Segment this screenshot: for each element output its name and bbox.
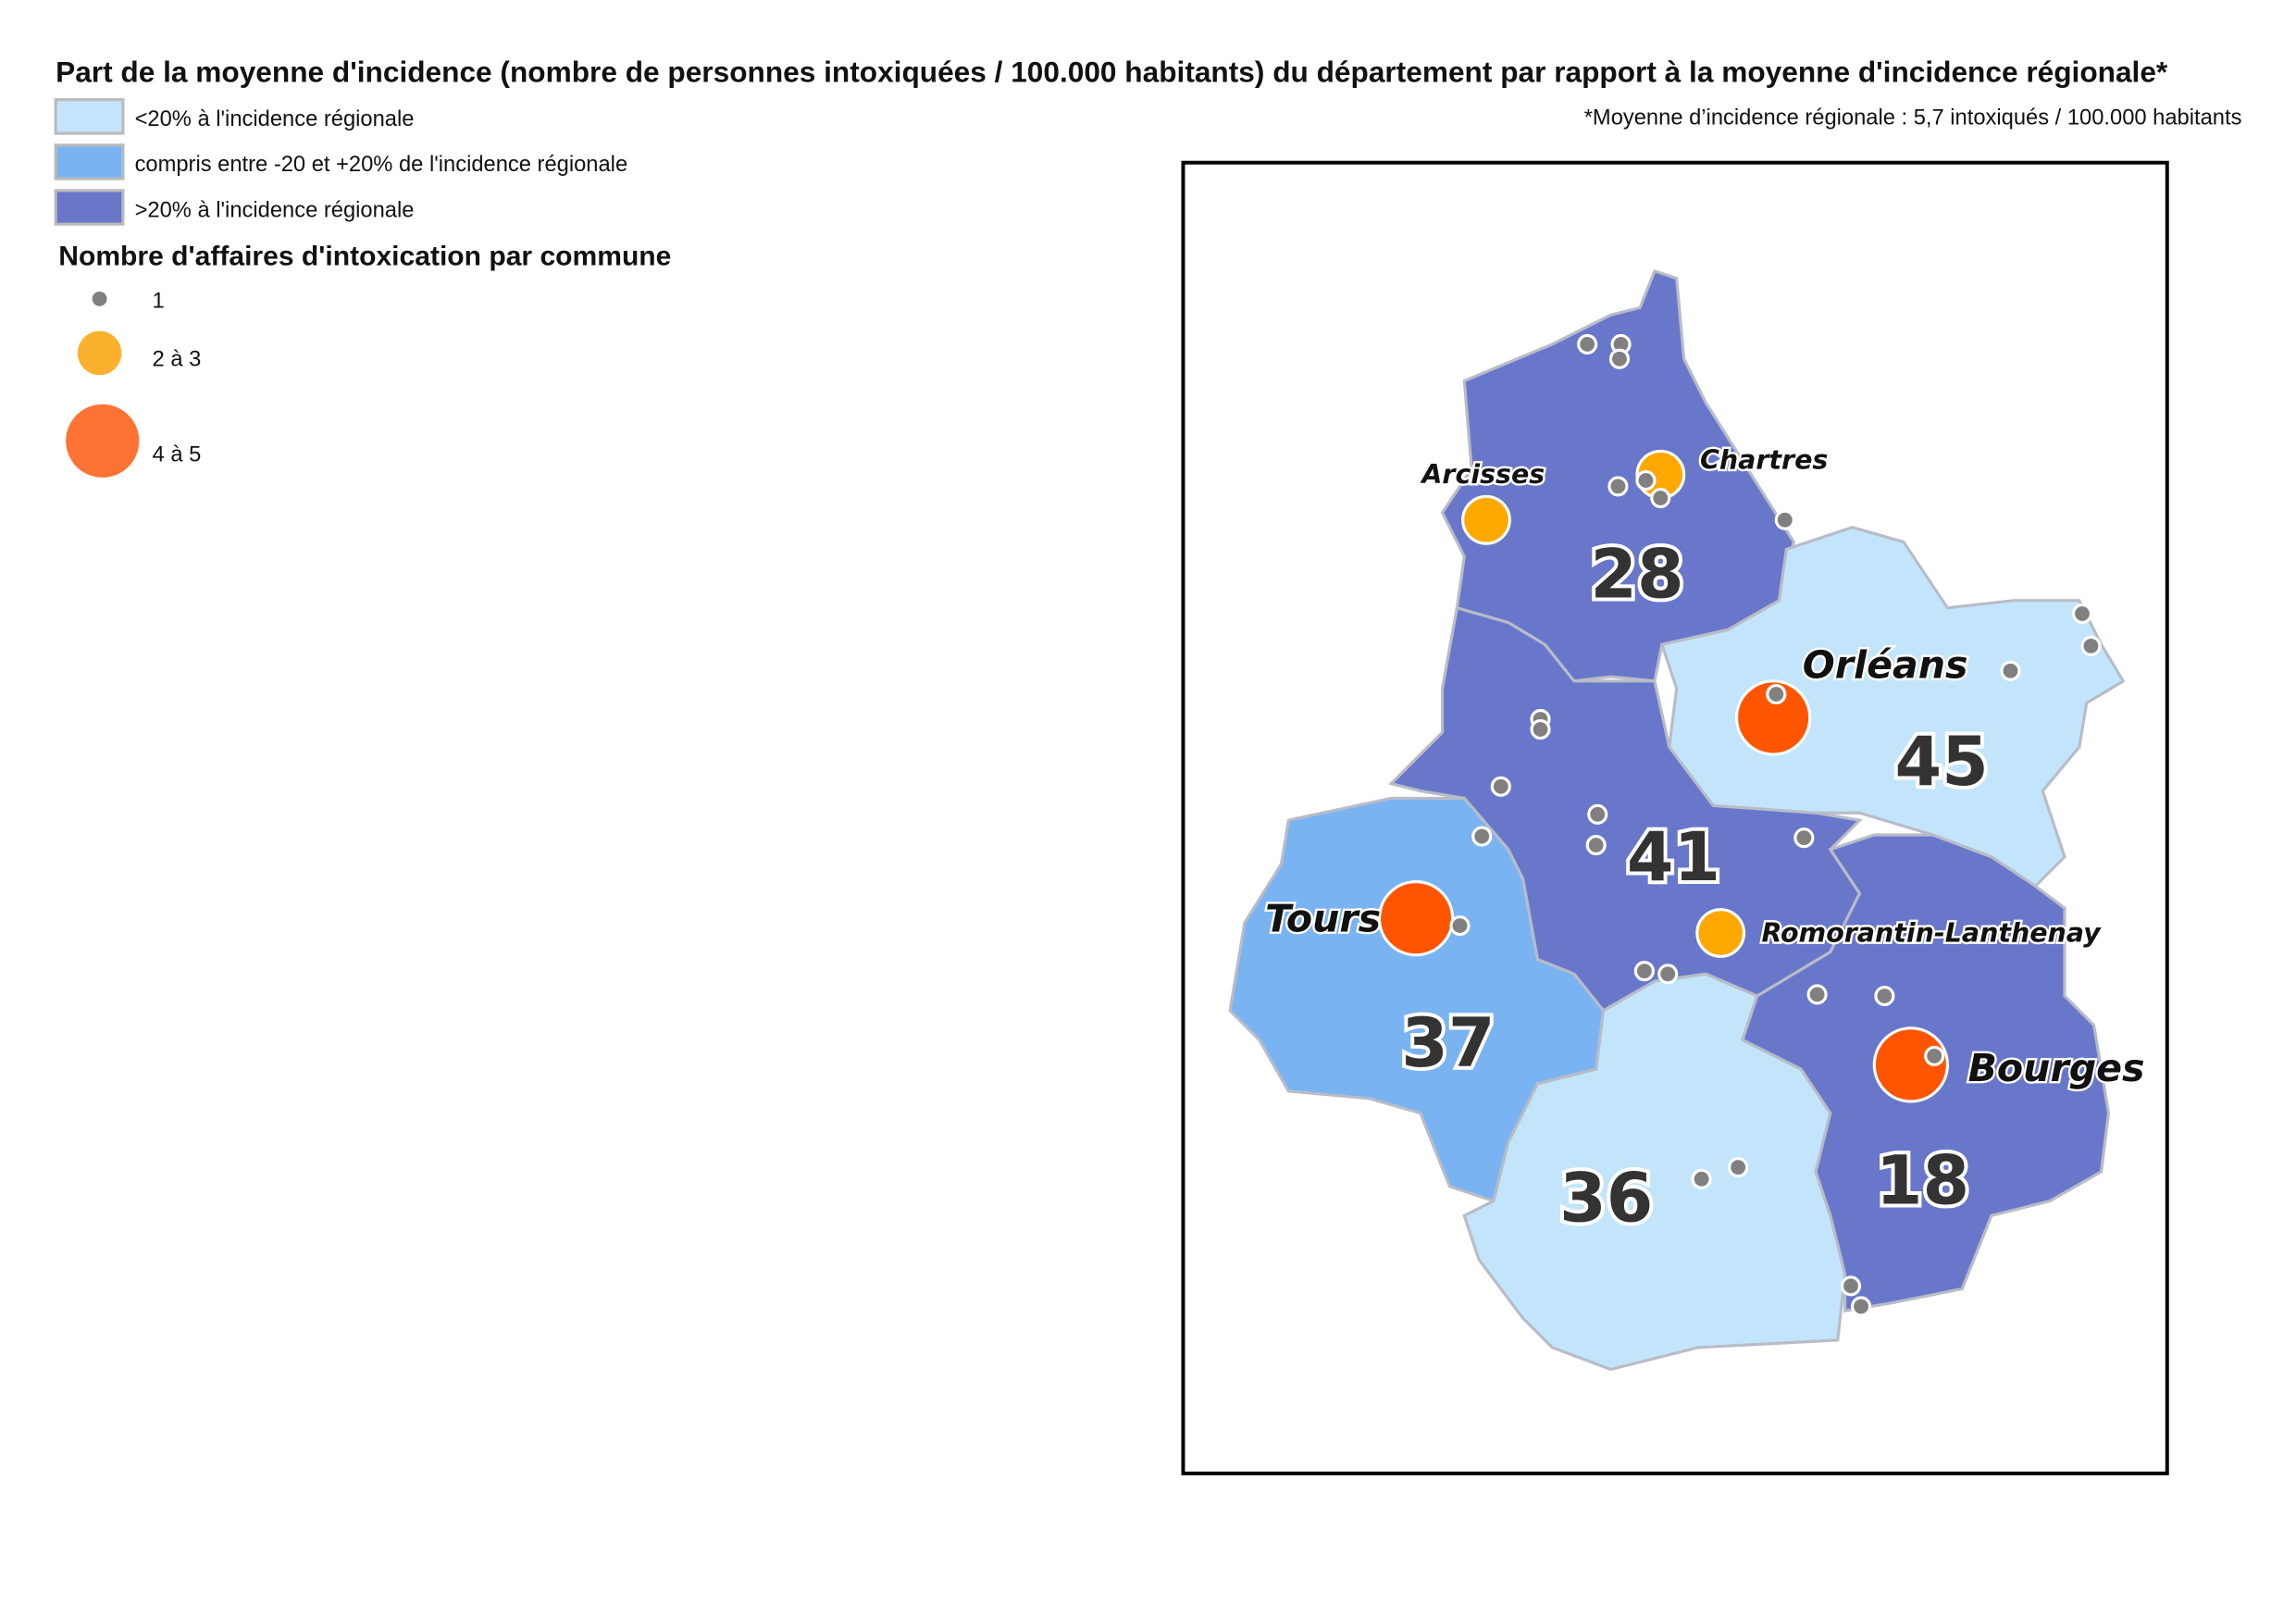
- marker-orleans[interactable]: [1734, 679, 1812, 756]
- legend-label-high: >20% à l'incidence régionale: [135, 198, 415, 222]
- single-case-marker[interactable]: [1874, 985, 1895, 1007]
- single-case-marker[interactable]: [1650, 487, 1671, 509]
- single-case-marker[interactable]: [1471, 826, 1493, 847]
- city-label-arcisses: Arcisses: [1420, 459, 1545, 490]
- single-case-marker[interactable]: [1850, 1296, 1872, 1317]
- legend-label-low: <20% à l'incidence régionale: [135, 107, 415, 131]
- dept-label-37: 37: [1401, 1004, 1495, 1083]
- city-label-orleans: Orléans: [1803, 643, 1968, 688]
- single-case-marker[interactable]: [1766, 684, 1787, 705]
- city-labels: Chartres Arcisses Orléans Tours Romorant…: [1263, 442, 2147, 1092]
- single-case-marker[interactable]: [2071, 603, 2093, 625]
- legend-swatch-mid: [54, 143, 125, 180]
- dept-label-41: 41: [1627, 818, 1720, 897]
- single-case-marker[interactable]: [1585, 834, 1607, 856]
- city-label-bourges: Bourges: [1968, 1046, 2145, 1090]
- single-case-marker[interactable]: [1840, 1275, 1862, 1297]
- legend-marker-2-3-label: 2 à 3: [153, 348, 202, 372]
- city-label-chartres: Chartres: [1700, 444, 1828, 475]
- single-case-markers: [1471, 333, 2102, 1317]
- dept-label-36: 36: [1559, 1160, 1653, 1238]
- legend-label-mid: compris entre -20 et +20% de l'incidence…: [135, 153, 628, 177]
- city-markers: [1377, 449, 1950, 1103]
- legend-marker-2-3: [77, 330, 122, 376]
- legend-marker-4-5-label: 4 à 5: [153, 443, 202, 467]
- marker-bourges[interactable]: [1872, 1026, 1950, 1103]
- single-case-marker[interactable]: [1806, 984, 1828, 1005]
- legend-marker-1: [92, 291, 107, 306]
- single-case-marker[interactable]: [2080, 635, 2102, 656]
- single-case-marker[interactable]: [1774, 509, 1795, 530]
- single-case-marker[interactable]: [1635, 469, 1657, 491]
- footnote: *Moyenne d’incidence régionale : 5,7 int…: [1584, 106, 2242, 131]
- marker-arcisses[interactable]: [1461, 494, 1511, 545]
- single-case-marker[interactable]: [1793, 827, 1815, 849]
- single-case-marker[interactable]: [1530, 718, 1551, 740]
- city-label-romorantin: Romorantin-Lanthenay: [1761, 917, 2102, 948]
- marker-tours[interactable]: [1377, 880, 1455, 957]
- dept-label-18: 18: [1876, 1142, 1969, 1221]
- single-case-marker[interactable]: [1633, 961, 1655, 982]
- single-case-marker[interactable]: [1587, 803, 1608, 825]
- legend-marker-4-5: [66, 404, 140, 478]
- legend-swatch-low: [54, 98, 125, 135]
- map-title: Part de la moyenne d'incidence (nombre d…: [56, 56, 2168, 89]
- department-labels: 28 45 41 37 36 18: [1397, 532, 1992, 1242]
- single-case-marker[interactable]: [2000, 660, 2021, 681]
- single-case-marker[interactable]: [1607, 476, 1629, 497]
- legend-swatch-high: [54, 189, 125, 226]
- marker-romorantin[interactable]: [1695, 908, 1746, 958]
- dept-label-45: 45: [1894, 723, 1988, 802]
- overlay-single-case-markers: [1449, 469, 1945, 1066]
- single-case-marker[interactable]: [1924, 1045, 1945, 1066]
- single-case-marker[interactable]: [1577, 333, 1598, 354]
- legend-marker-1-label: 1: [153, 289, 165, 313]
- dept-label-28: 28: [1590, 536, 1683, 615]
- city-label-tours: Tours: [1265, 896, 1381, 940]
- cases-legend-title: Nombre d'affaires d'intoxication par com…: [58, 241, 671, 271]
- single-case-marker[interactable]: [1728, 1157, 1749, 1178]
- single-case-marker[interactable]: [1657, 964, 1679, 985]
- single-case-marker[interactable]: [1490, 776, 1511, 797]
- single-case-marker[interactable]: [1608, 348, 1631, 369]
- single-case-marker[interactable]: [1691, 1168, 1712, 1189]
- single-case-marker[interactable]: [1449, 915, 1471, 937]
